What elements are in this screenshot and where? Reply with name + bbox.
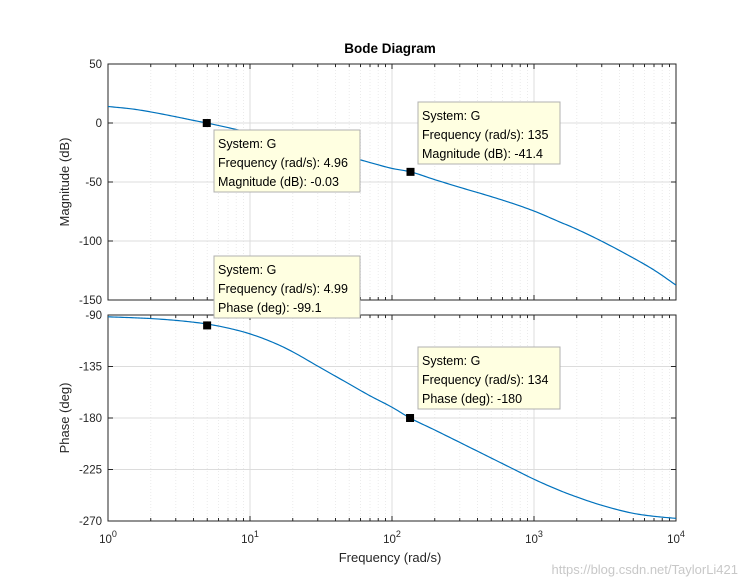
watermark-text: https://blog.csdn.net/TaylorLi421	[552, 562, 738, 577]
ch1-y-tick-label: -135	[79, 362, 102, 374]
ch0-datatip-text: Magnitude (dB): -0.03	[218, 175, 339, 189]
ch1-y-tick-label: -270	[79, 516, 102, 528]
ch0-y-axis-title: Magnitude (dB)	[57, 138, 72, 227]
ch0-datatip-text: System: G	[422, 109, 480, 123]
phase-plot: -270 -225 -180 -135 -90 100 101 102 103 104 Phase …	[57, 255, 685, 546]
ch0-datatip-text: Magnitude (dB): -41.4	[422, 147, 543, 161]
ch1-y-tick-label: -225	[79, 465, 102, 477]
ch1-y-axis-title: Phase (deg)	[57, 383, 72, 454]
ch1-x-tick-label: 103	[525, 529, 543, 546]
x-axis-title: Frequency (rad/s)	[339, 550, 442, 565]
ch1-series-line-0	[108, 316, 676, 519]
ch1-datatip-text: Phase (deg): -99.1	[218, 301, 322, 315]
chart-title: Bode Diagram	[344, 41, 436, 56]
magnitude-plot: -150 -100 -50 0 50 Magnitude (dB) System: G Fre…	[57, 59, 677, 307]
ch0-y-tick-label: -50	[85, 177, 102, 189]
ch1-datatip-marker[interactable]	[406, 414, 415, 422]
ch0-y-tick-label: -100	[79, 236, 102, 248]
ch0-datatip-text: Frequency (rad/s): 4.96	[218, 156, 348, 170]
ch0-y-tick-label: -150	[79, 295, 102, 307]
ch0-series-line-0	[108, 105, 676, 286]
ch1-x-tick-label: 102	[383, 529, 401, 546]
ch0-datatip-marker[interactable]	[202, 119, 211, 128]
ch0-y-tick-label: 50	[89, 59, 102, 71]
ch0-datatip-box[interactable]	[417, 101, 561, 165]
ch1-datatip-text: Frequency (rad/s): 134	[422, 373, 548, 387]
ch1-x-tick-label: 104	[667, 529, 685, 546]
ch1-x-tick-label: 100	[99, 529, 117, 546]
ch1-datatip-text: System: G	[422, 354, 480, 368]
ch0-datatip-text: Frequency (rad/s): 135	[422, 128, 548, 142]
ch0-y-tick-label: 0	[96, 118, 102, 130]
ch1-datatip-box[interactable]	[213, 255, 361, 319]
ch1-datatip-text: System: G	[218, 263, 276, 277]
ch1-datatip-text: Phase (deg): -180	[422, 392, 522, 406]
ch1-datatip-marker[interactable]	[203, 321, 212, 330]
ch0-datatip-box[interactable]	[213, 129, 361, 193]
ch0-datatip-text: System: G	[218, 137, 276, 151]
ch1-y-tick-label: -180	[79, 413, 102, 425]
ch0-datatip-marker[interactable]	[406, 167, 415, 176]
ch1-datatip-text: Frequency (rad/s): 4.99	[218, 282, 348, 296]
ch1-x-tick-label: 101	[241, 529, 259, 546]
ch1-datatip-box[interactable]	[417, 346, 561, 410]
ch1-y-tick-label: -90	[85, 310, 102, 322]
